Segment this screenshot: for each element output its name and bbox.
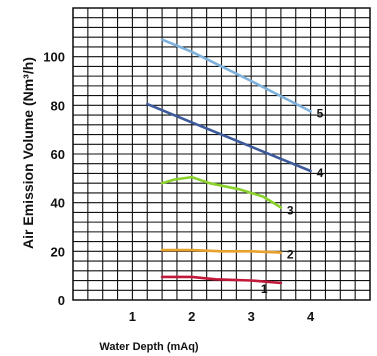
y-tick-label: 20	[51, 244, 65, 259]
series-line-1	[160, 275, 283, 285]
plot-frame	[72, 7, 371, 301]
series-line-5	[160, 38, 312, 113]
y-tick-label: 80	[51, 98, 65, 113]
series-labels: 1 2 3 4 5	[261, 106, 324, 296]
series-lines	[146, 38, 312, 285]
grid	[72, 7, 371, 301]
series-label-3: 3	[287, 204, 294, 218]
y-tick-label: 60	[51, 147, 65, 162]
series-label-5: 5	[317, 106, 324, 120]
series-line-2	[160, 248, 283, 254]
x-tick-label: 3	[248, 309, 255, 324]
series-line-3	[160, 175, 283, 209]
series-label-1: 1	[261, 282, 268, 296]
y-tick-label: 40	[51, 196, 65, 211]
x-tick-label: 4	[307, 309, 315, 324]
x-axis-title: Water Depth (mAq)	[99, 341, 199, 353]
plot-border	[72, 7, 371, 301]
x-tick-label: 1	[129, 309, 136, 324]
x-tick-label: 2	[188, 309, 195, 324]
tick-labels: 0 20 40 60 80 100 1 2 3 4	[43, 50, 315, 324]
series-line-4	[146, 102, 312, 173]
series-label-4: 4	[317, 166, 324, 180]
y-tick-label: 0	[58, 293, 65, 308]
series-label-2: 2	[287, 248, 294, 262]
y-tick-label: 100	[43, 50, 65, 65]
y-axis-title: Air Emission Volume (Nm³/h)	[20, 57, 36, 249]
